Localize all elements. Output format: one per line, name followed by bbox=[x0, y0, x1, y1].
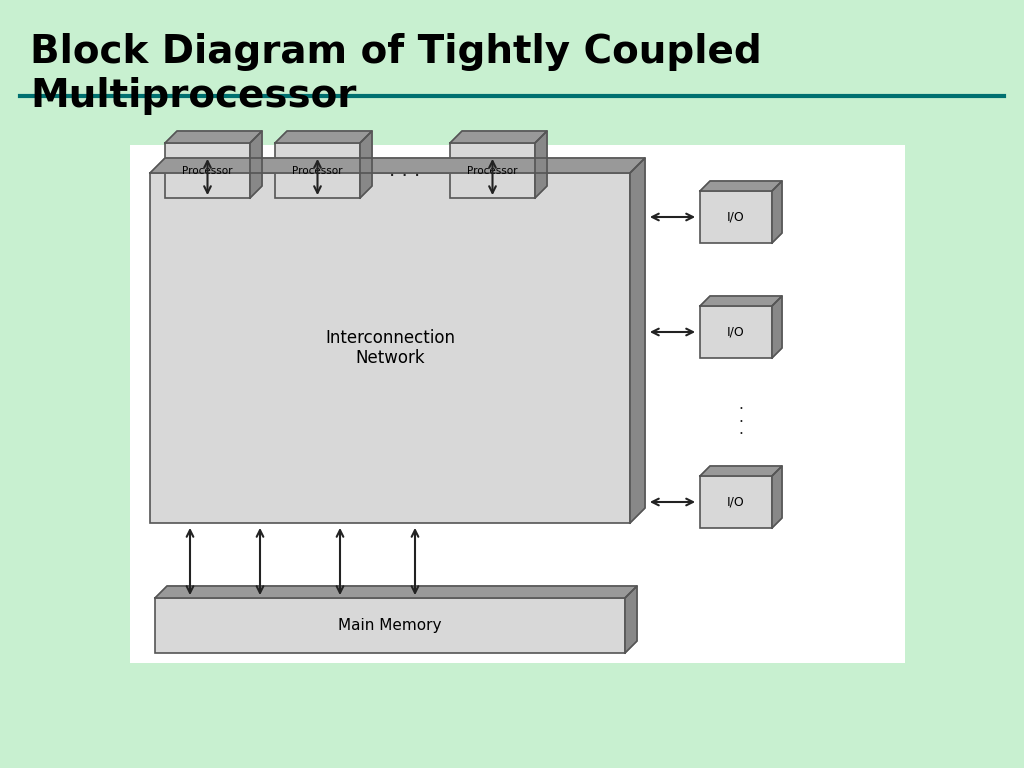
Text: Processor: Processor bbox=[292, 165, 343, 176]
Text: Main Memory: Main Memory bbox=[338, 618, 441, 633]
Text: Block Diagram of Tightly Coupled
Multiprocessor: Block Diagram of Tightly Coupled Multipr… bbox=[30, 33, 762, 115]
Text: Interconnection
Network: Interconnection Network bbox=[325, 329, 455, 367]
Polygon shape bbox=[700, 296, 782, 306]
Polygon shape bbox=[630, 158, 645, 523]
FancyBboxPatch shape bbox=[130, 145, 905, 663]
FancyBboxPatch shape bbox=[700, 191, 772, 243]
Polygon shape bbox=[700, 466, 782, 476]
FancyBboxPatch shape bbox=[700, 306, 772, 358]
FancyBboxPatch shape bbox=[150, 173, 630, 523]
Text: I/O: I/O bbox=[727, 326, 744, 339]
Text: Processor: Processor bbox=[467, 165, 518, 176]
Polygon shape bbox=[535, 131, 547, 198]
Polygon shape bbox=[625, 586, 637, 653]
FancyBboxPatch shape bbox=[155, 598, 625, 653]
FancyBboxPatch shape bbox=[165, 143, 250, 198]
Polygon shape bbox=[772, 296, 782, 358]
Polygon shape bbox=[275, 131, 372, 143]
Polygon shape bbox=[360, 131, 372, 198]
Polygon shape bbox=[155, 586, 637, 598]
Polygon shape bbox=[150, 158, 645, 173]
Text: . . .: . . . bbox=[389, 161, 421, 180]
Polygon shape bbox=[772, 181, 782, 243]
Text: .
.
.: . . . bbox=[738, 397, 743, 437]
Text: Processor: Processor bbox=[182, 165, 232, 176]
FancyBboxPatch shape bbox=[700, 476, 772, 528]
FancyBboxPatch shape bbox=[450, 143, 535, 198]
Polygon shape bbox=[772, 466, 782, 528]
Polygon shape bbox=[700, 181, 782, 191]
FancyBboxPatch shape bbox=[275, 143, 360, 198]
Polygon shape bbox=[250, 131, 262, 198]
Text: I/O: I/O bbox=[727, 210, 744, 223]
Text: I/O: I/O bbox=[727, 495, 744, 508]
Polygon shape bbox=[165, 131, 262, 143]
Polygon shape bbox=[450, 131, 547, 143]
